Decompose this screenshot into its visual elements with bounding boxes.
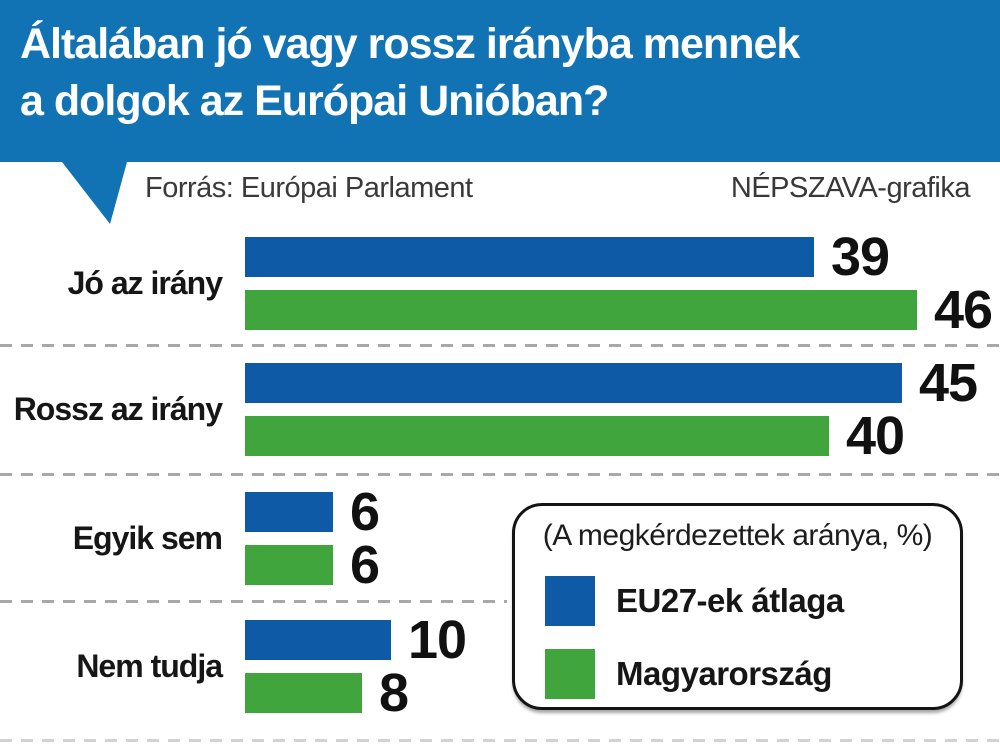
title-line-1: Általában jó vagy rossz irányba mennek <box>20 20 800 68</box>
bar-value: 46 <box>934 280 993 340</box>
bar-value: 8 <box>379 663 409 723</box>
dashed-separator <box>0 739 1000 742</box>
source-text: Forrás: Európai Parlament <box>145 172 473 204</box>
bar-value: 6 <box>350 535 380 595</box>
bar-row: 46 <box>245 280 993 340</box>
bar-row: 6 <box>245 482 380 542</box>
bar-row: 10 <box>245 610 467 670</box>
bar-row: 39 <box>245 227 890 287</box>
page-title: Általában jó vagy rossz irányba mennek a… <box>20 16 980 130</box>
legend-box: (A megkérdezettek aránya, %) EU27-ek átl… <box>512 503 963 710</box>
bar-eu27 <box>245 492 333 532</box>
hungary-swatch <box>545 649 595 699</box>
bar-eu27 <box>245 620 391 660</box>
category-label: Egyik sem <box>72 520 223 556</box>
speech-bubble-tail <box>62 162 127 224</box>
bar-hungary <box>245 545 333 585</box>
legend-item-eu27: EU27-ek átlaga <box>545 576 844 626</box>
bar-hungary <box>245 290 917 330</box>
bar-value: 10 <box>408 610 467 670</box>
bar-hungary <box>245 673 362 713</box>
bar-row: 45 <box>245 353 978 413</box>
bar-eu27 <box>245 237 814 277</box>
source-row: Forrás: Európai Parlament NÉPSZAVA-grafi… <box>0 172 1000 212</box>
category-label: Nem tudja <box>76 648 223 684</box>
bar-hungary <box>245 416 829 456</box>
dashed-separator <box>0 344 1000 347</box>
title-line-2: a dolgok az Európai Unióban? <box>20 77 609 125</box>
legend-item-hungary: Magyarország <box>545 649 832 699</box>
bar-value: 40 <box>846 406 905 466</box>
category-label: Rossz az irány <box>13 391 223 427</box>
eu27-swatch <box>545 576 595 626</box>
bar-value: 6 <box>350 482 380 542</box>
legend-note: (A megkérdezettek aránya, %) <box>542 519 933 552</box>
dashed-separator <box>0 473 1000 476</box>
header-banner: Általában jó vagy rossz irányba mennek a… <box>0 0 1000 162</box>
bar-eu27 <box>245 363 902 403</box>
dashed-separator <box>0 600 507 603</box>
bar-value: 39 <box>831 227 890 287</box>
legend-label: Magyarország <box>616 655 832 692</box>
bar-row: 40 <box>245 406 905 466</box>
credit-text: NÉPSZAVA-grafika <box>730 172 971 204</box>
bar-row: 6 <box>245 535 380 595</box>
category-label: Jó az irány <box>67 265 223 301</box>
bar-value: 45 <box>919 353 978 413</box>
bar-row: 8 <box>245 663 409 723</box>
legend-label: EU27-ek átlaga <box>616 582 844 619</box>
